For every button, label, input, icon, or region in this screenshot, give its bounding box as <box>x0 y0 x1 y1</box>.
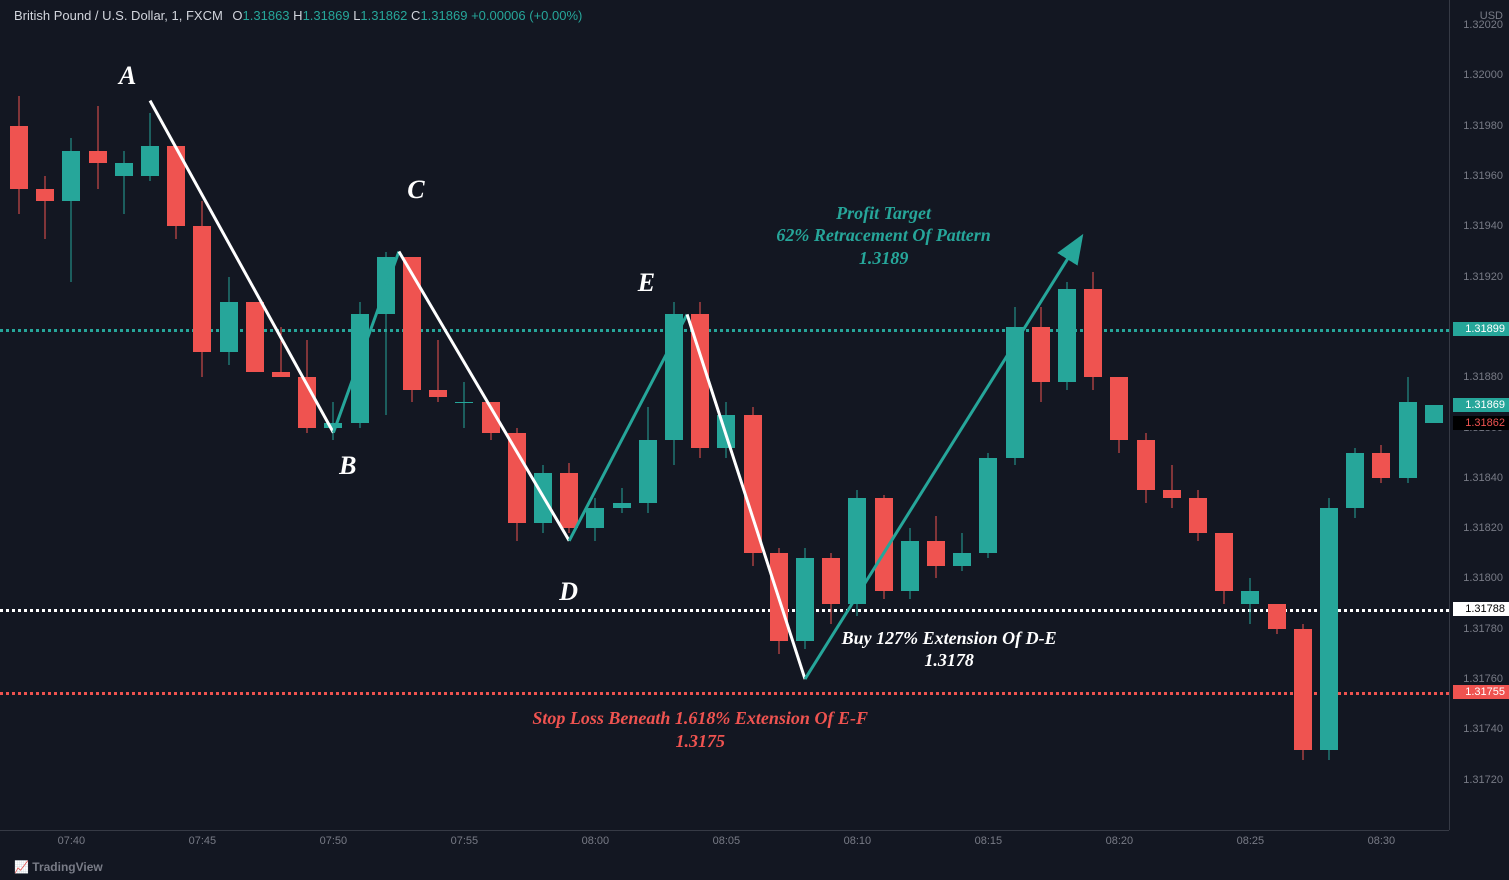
x-tick-label: 07:55 <box>451 835 479 847</box>
y-tick-label: 1.32020 <box>1463 19 1503 31</box>
x-tick-label: 08:00 <box>582 835 610 847</box>
x-tick-label: 08:30 <box>1368 835 1396 847</box>
pattern-point-label: D <box>559 577 578 607</box>
x-tick-label: 08:15 <box>975 835 1003 847</box>
price-tag: 1.31755 <box>1453 685 1509 699</box>
chart-header: British Pound / U.S. Dollar, 1, FXCM O1.… <box>14 8 582 23</box>
chart-area[interactable]: A B C D E Profit Target62% Retracement Of Pat… <box>0 0 1449 830</box>
annotation-text: Buy 127% Extension Of D-E1.3178 <box>769 627 1129 672</box>
y-tick-label: 1.31840 <box>1463 472 1503 484</box>
pattern-point-label: E <box>638 268 655 298</box>
x-tick-label: 07:40 <box>58 835 86 847</box>
pattern-point-label: A <box>119 61 136 91</box>
y-tick-label: 1.31820 <box>1463 522 1503 534</box>
y-tick-label: 1.31720 <box>1463 774 1503 786</box>
y-tick-label: 1.32000 <box>1463 69 1503 81</box>
y-tick-label: 1.31740 <box>1463 723 1503 735</box>
pattern-point-label: C <box>407 175 424 205</box>
pair-label[interactable]: British Pound / U.S. Dollar, 1, FXCM <box>14 8 223 23</box>
horizontal-line[interactable] <box>0 692 1449 695</box>
x-tick-label: 08:05 <box>713 835 741 847</box>
x-axis[interactable]: 07:40 07:45 07:50 07:55 08:00 08:05 08:10 08:15… <box>0 830 1449 850</box>
ohlc-block: O1.31863 H1.31869 L1.31862 C1.31869 +0.0… <box>232 8 582 23</box>
y-tick-label: 1.31780 <box>1463 623 1503 635</box>
annotation-text: Stop Loss Beneath 1.618% Extension Of E-… <box>520 707 880 752</box>
x-tick-label: 08:10 <box>844 835 872 847</box>
y-tick-label: 1.31880 <box>1463 371 1503 383</box>
pattern-point-label: B <box>339 451 356 481</box>
y-tick-label: 1.31960 <box>1463 170 1503 182</box>
y-axis[interactable]: USD 1.320201.320001.319801.319601.319401… <box>1449 0 1509 830</box>
horizontal-line[interactable] <box>0 609 1449 612</box>
price-tag: 1.31862 <box>1453 416 1509 430</box>
branding-logo: 📈 TradingView <box>14 860 103 874</box>
tv-icon: 📈 <box>14 860 29 874</box>
horizontal-line[interactable] <box>0 329 1449 332</box>
price-tag: 1.31899 <box>1453 322 1509 336</box>
y-tick-label: 1.31760 <box>1463 673 1503 685</box>
annotation-text: Profit Target62% Retracement Of Pattern1… <box>704 202 1064 270</box>
y-tick-label: 1.31980 <box>1463 120 1503 132</box>
x-tick-label: 07:45 <box>189 835 217 847</box>
x-tick-label: 08:20 <box>1106 835 1134 847</box>
price-tag: 1.31869 <box>1453 398 1509 412</box>
y-tick-label: 1.31800 <box>1463 572 1503 584</box>
x-tick-label: 07:50 <box>320 835 348 847</box>
price-tag: 1.31788 <box>1453 602 1509 616</box>
y-tick-label: 1.31940 <box>1463 220 1503 232</box>
y-tick-label: 1.31920 <box>1463 271 1503 283</box>
x-tick-label: 08:25 <box>1237 835 1265 847</box>
